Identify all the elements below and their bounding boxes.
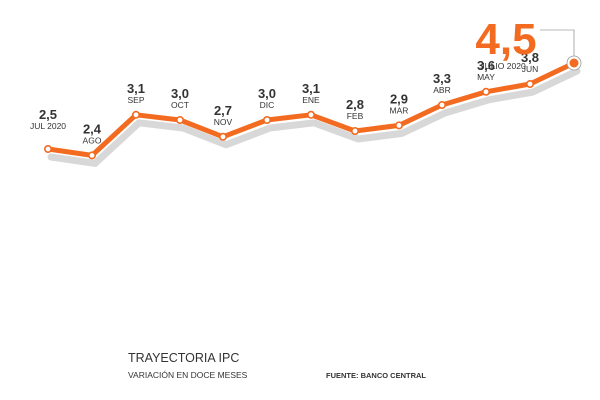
month-label: SEP [127,95,144,105]
chart-source: FUENTE: BANCO CENTRAL [326,371,426,380]
value-label: 2,7 [214,103,232,118]
highlight-leader-line [540,29,575,57]
month-label: ABR [433,85,450,95]
month-label: JUL 2020 [30,121,66,131]
value-label: 3,0 [258,86,276,101]
value-label: 2,9 [390,91,408,106]
point-layer [43,55,582,160]
value-label: 3,8 [521,50,539,65]
line-shadow-layer [47,67,581,167]
data-point [569,58,579,68]
data-point [262,116,271,125]
value-label: 3,3 [433,71,451,86]
data-point [394,121,403,130]
month-label: MAR [390,105,409,115]
month-label: FEB [347,111,364,121]
data-point [88,151,97,160]
month-label: DIC [260,100,275,110]
highlight-value: 4,5 [475,15,536,64]
month-label: AGO [83,135,102,145]
data-point [350,127,359,136]
data-point [176,116,185,125]
chart-title: TRAYECTORIA IPC [128,351,239,365]
data-point [43,145,52,154]
highlight-label: JULIO 2020 [480,61,526,71]
data-point [481,87,490,96]
value-label: 3,1 [127,81,145,96]
value-label: 3,6 [477,58,495,73]
month-label: ENE [302,95,320,105]
value-label: 2,8 [346,97,364,112]
data-point [525,80,534,89]
chart-subtitle: VARIACIÓN EN DOCE MESES [128,370,248,380]
value-label: 3,0 [171,86,189,101]
series-line-shadow [47,67,581,167]
data-point [132,110,141,119]
leader-layer [540,29,575,57]
month-label: JUN [522,64,539,74]
value-label: 3,1 [302,81,320,96]
line-layer [45,60,577,158]
value-label: 2,4 [83,121,102,136]
month-label: NOV [214,117,233,127]
value-label: 2,5 [39,107,57,122]
data-point [306,110,315,119]
data-point [219,132,228,141]
month-label: OCT [171,100,189,110]
series-line [45,60,577,158]
data-point [437,101,446,110]
month-label: MAY [477,72,495,82]
